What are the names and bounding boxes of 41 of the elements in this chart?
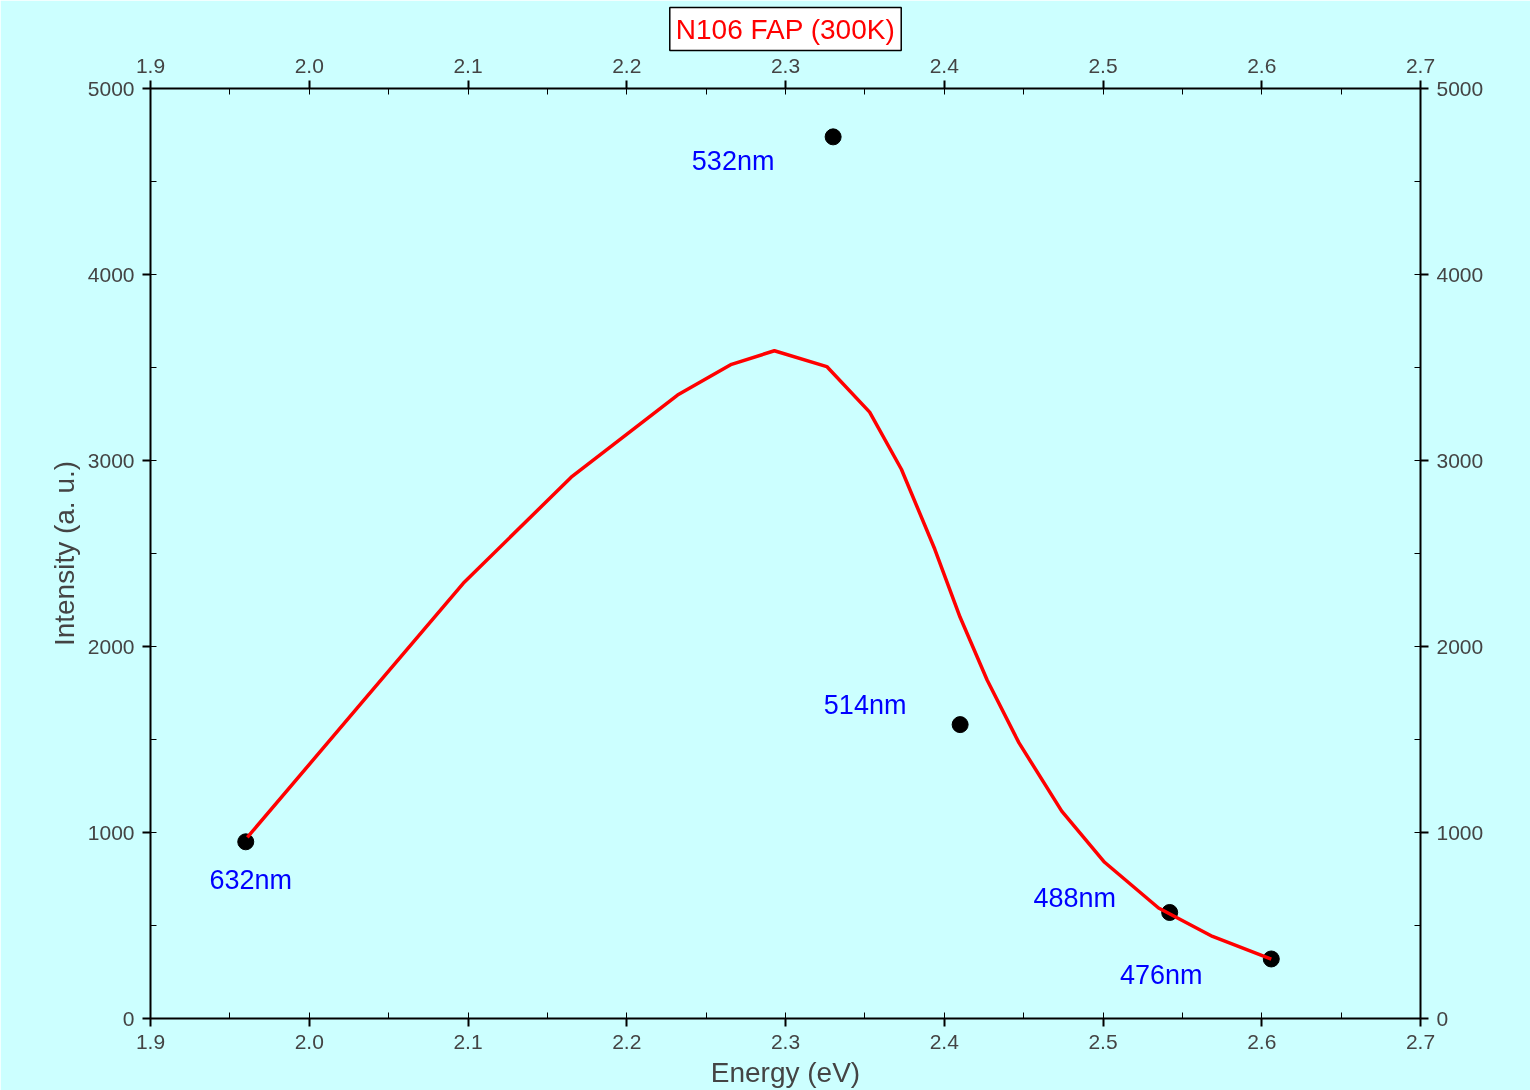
- x-tick-label: 2.0: [294, 1029, 324, 1053]
- x2-tick-label: 2.6: [1247, 53, 1277, 77]
- y-tick-label: 1000: [87, 820, 135, 844]
- annotation: 476nm: [1120, 959, 1203, 990]
- y2-tick-label: 0: [1436, 1006, 1449, 1030]
- x2-tick-label: 2.1: [453, 53, 483, 77]
- y-tick-label: 2000: [87, 634, 135, 658]
- y-axis-title: Intensity (a. u.): [48, 460, 80, 647]
- x-tick-label: 2.7: [1405, 1029, 1436, 1053]
- y-tick-label: 4000: [87, 262, 135, 286]
- chart-title: N106 FAP (300K): [675, 13, 895, 45]
- x2-tick-label: 2.5: [1088, 53, 1118, 77]
- x2-tick-label: 2.2: [612, 53, 642, 77]
- x-tick-label: 2.4: [929, 1029, 960, 1053]
- x-tick-label: 2.1: [453, 1029, 483, 1053]
- x2-tick-label: 2.0: [294, 53, 324, 77]
- annotation: 632nm: [209, 864, 293, 895]
- x2-tick-label: 2.4: [929, 53, 960, 77]
- x2-tick-label: 1.9: [135, 53, 166, 77]
- x2-tick-label: 2.3: [770, 53, 801, 77]
- x-tick-label: 2.3: [770, 1029, 801, 1053]
- point: [237, 833, 255, 851]
- x-tick-label: 2.5: [1088, 1029, 1118, 1053]
- y2-tick-label: 1000: [1436, 820, 1484, 844]
- point: [824, 128, 842, 146]
- x-tick-label: 2.6: [1247, 1029, 1277, 1053]
- y-tick-label: 3000: [87, 448, 135, 472]
- y2-tick-label: 4000: [1436, 262, 1484, 286]
- x2-tick-label: 2.7: [1405, 53, 1436, 77]
- y2-tick-label: 3000: [1436, 448, 1484, 472]
- annotation: 532nm: [691, 145, 775, 176]
- y-tick-label: 5000: [87, 76, 135, 100]
- y2-tick-label: 2000: [1436, 634, 1484, 658]
- y-tick-label: 0: [122, 1006, 135, 1030]
- point: [951, 716, 969, 734]
- x-tick-label: 1.9: [135, 1029, 166, 1053]
- annotation: 488nm: [1033, 883, 1116, 914]
- annotation: 514nm: [823, 689, 907, 720]
- x-axis-title: Energy (eV): [710, 1056, 861, 1088]
- y2-tick-label: 5000: [1436, 76, 1484, 100]
- x-tick-label: 2.2: [612, 1029, 642, 1053]
